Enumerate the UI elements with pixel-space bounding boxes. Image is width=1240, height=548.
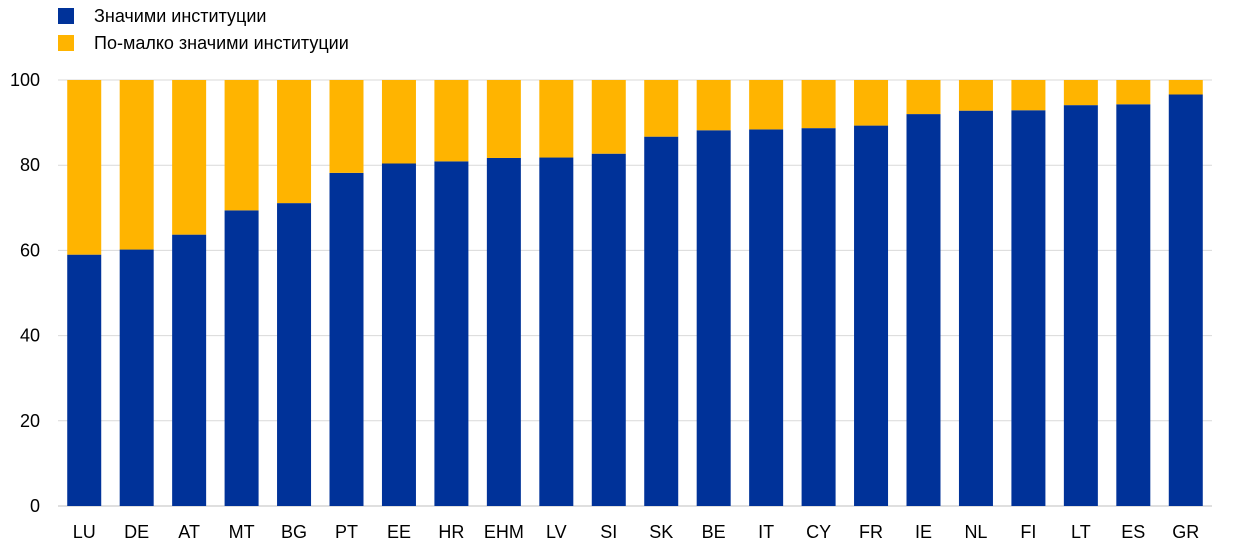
- legend-label-significant: Значими институции: [94, 5, 267, 26]
- bar-significant-it: [749, 129, 784, 506]
- bar-less-significant-sk: [644, 80, 679, 137]
- bar-less-significant-nl: [958, 80, 993, 111]
- x-tick-label: LU: [73, 522, 96, 542]
- x-axis-ticks: LU DE AT MT BG PT EE HR EHM LV SI SK BE IT CY FR IE NL FI L…: [73, 522, 1200, 542]
- x-tick-label: LV: [546, 522, 567, 542]
- x-tick-label: AT: [178, 522, 200, 542]
- y-tick-label: 0: [30, 496, 40, 516]
- x-tick-label: SK: [649, 522, 673, 542]
- bars: [67, 80, 1203, 507]
- bar-significant-ie: [906, 114, 941, 506]
- bar-significant-bg: [277, 203, 312, 506]
- bar-significant-sk: [644, 136, 679, 506]
- bar-less-significant-mt: [224, 80, 259, 211]
- x-tick-label: FR: [859, 522, 883, 542]
- bar-significant-gr: [1168, 94, 1203, 506]
- bar-less-significant-it: [749, 80, 784, 130]
- bar-significant-hr: [434, 161, 469, 506]
- bar-significant-mt: [224, 210, 259, 506]
- x-tick-label: BE: [702, 522, 726, 542]
- legend-item-significant: Значими институции: [58, 2, 349, 29]
- bar-less-significant-ehm: [486, 80, 521, 158]
- x-tick-label: EHM: [484, 522, 524, 542]
- y-tick-label: 60: [20, 240, 40, 260]
- bar-significant-lu: [67, 254, 102, 506]
- y-tick-label: 40: [20, 326, 40, 346]
- bar-significant-pt: [329, 172, 364, 507]
- bar-less-significant-lt: [1063, 80, 1098, 106]
- bar-less-significant-lu: [67, 80, 102, 255]
- x-tick-label: CY: [806, 522, 831, 542]
- bar-less-significant-pt: [329, 80, 364, 173]
- bar-less-significant-bg: [277, 80, 312, 204]
- x-tick-label: IT: [758, 522, 774, 542]
- y-axis-ticks: 0 20 40 60 80 100: [10, 70, 40, 516]
- x-tick-label: SI: [600, 522, 617, 542]
- bar-less-significant-ie: [906, 80, 941, 115]
- bar-less-significant-si: [591, 80, 626, 154]
- bar-significant-de: [119, 249, 154, 506]
- x-tick-label: PT: [335, 522, 358, 542]
- bar-less-significant-gr: [1168, 80, 1203, 95]
- bar-significant-si: [591, 153, 626, 506]
- x-tick-label: LT: [1071, 522, 1091, 542]
- bar-less-significant-es: [1116, 80, 1151, 105]
- x-tick-label: GR: [1172, 522, 1199, 542]
- legend-item-less-significant: По-малко значими институции: [58, 29, 349, 56]
- bar-significant-ee: [381, 163, 416, 506]
- x-tick-label: DE: [124, 522, 149, 542]
- bar-significant-cy: [801, 128, 836, 506]
- bar-significant-fi: [1011, 110, 1046, 506]
- bar-significant-at: [172, 234, 207, 506]
- x-tick-label: ES: [1121, 522, 1145, 542]
- y-tick-label: 20: [20, 411, 40, 431]
- bar-less-significant-ee: [381, 80, 416, 164]
- legend-swatch-less-significant: [58, 34, 74, 51]
- bar-significant-fr: [854, 125, 889, 506]
- legend-swatch-significant: [58, 7, 74, 24]
- bar-less-significant-hr: [434, 80, 469, 162]
- bar-significant-be: [696, 130, 731, 506]
- bar-significant-lv: [539, 157, 574, 507]
- bar-less-significant-fr: [854, 80, 889, 126]
- y-tick-label: 100: [10, 70, 40, 90]
- x-tick-label: MT: [229, 522, 255, 542]
- bar-less-significant-de: [119, 80, 154, 250]
- x-tick-label: FI: [1020, 522, 1036, 542]
- bar-significant-ehm: [486, 157, 521, 506]
- bar-significant-es: [1116, 104, 1151, 507]
- x-tick-label: EE: [387, 522, 411, 542]
- x-tick-label: HR: [438, 522, 464, 542]
- bar-less-significant-at: [172, 80, 207, 235]
- legend: Значими институции По-малко значими инст…: [58, 2, 349, 56]
- bar-less-significant-cy: [801, 80, 836, 129]
- bar-less-significant-be: [696, 80, 731, 131]
- bar-less-significant-lv: [539, 80, 574, 158]
- x-tick-label: IE: [915, 522, 932, 542]
- y-tick-label: 80: [20, 155, 40, 175]
- legend-label-less-significant: По-малко значими институции: [94, 32, 349, 53]
- x-tick-label: BG: [281, 522, 307, 542]
- bar-significant-lt: [1063, 105, 1098, 506]
- x-tick-label: NL: [964, 522, 987, 542]
- bar-significant-nl: [958, 110, 993, 506]
- bar-less-significant-fi: [1011, 80, 1046, 111]
